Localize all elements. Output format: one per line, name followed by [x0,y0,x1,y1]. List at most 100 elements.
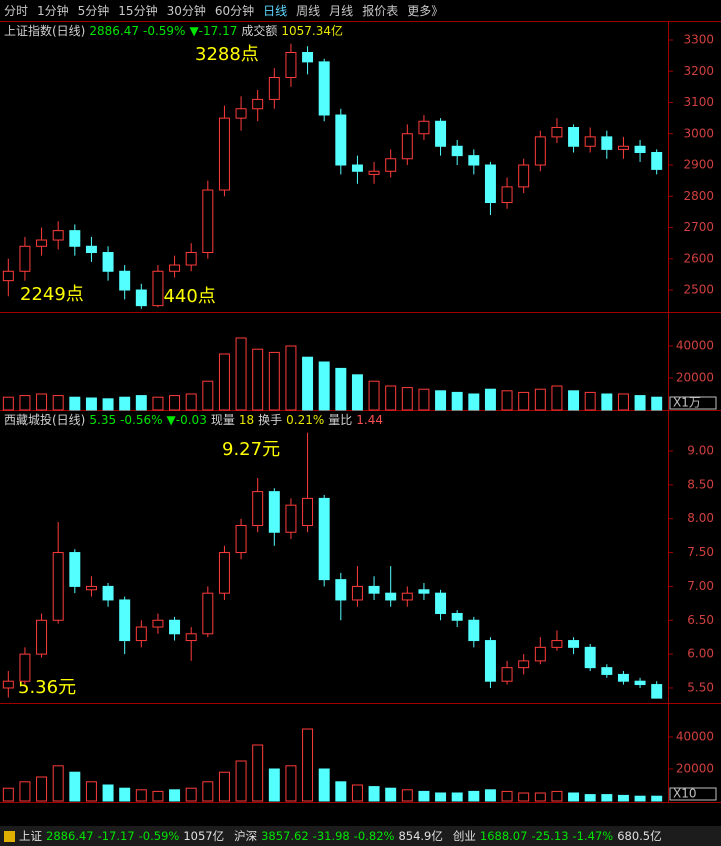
volume-bar [285,345,297,411]
candle-body [69,230,81,247]
candle-body [218,117,230,191]
candle-body [368,170,380,175]
volume-bar [302,356,314,411]
tab[interactable]: 月线 [329,3,354,18]
y-tick-label: 2800 [683,189,714,203]
header-info: -0.59% [143,24,185,38]
candle-body [368,585,380,594]
volume-bar [52,765,64,802]
header-info: 1.44 [356,413,383,427]
volume-bar [152,790,164,802]
header-title: 上证指数(日线) [4,23,85,38]
volume-bar [651,396,663,411]
volume-bar [335,781,347,802]
candle-body [36,619,48,655]
volume-bar [468,393,480,411]
annotation: 2249点 [20,284,84,305]
volume-bar [451,391,463,411]
candle-body [584,136,596,147]
candle-body [351,164,363,172]
candle-body [52,552,64,621]
volume-bar [69,771,81,802]
candle-body [2,270,14,282]
candle-body [2,680,14,689]
y-tick-label: 3100 [683,95,714,109]
annotation: 5.36元 [18,677,76,698]
unit-label: X1万 [673,396,701,410]
candle-body [152,619,164,628]
volume-bar [202,380,214,411]
tab[interactable]: 15分钟 [118,3,158,18]
volume-bar [651,795,663,802]
candle-body [85,585,97,591]
tab[interactable]: 周线 [296,3,321,18]
volume-bar [36,393,48,411]
candle-body [85,245,97,254]
volume-bar [69,396,81,411]
candle-body [152,270,164,307]
panel-header: 上证指数(日线) 2886.47 -0.59% ▼-17.17 成交额 1057.34亿 [4,23,343,38]
volume-bar [568,792,580,802]
annotation: 2440点 [152,286,216,307]
y-tick-label: 8.00 [687,511,714,525]
status-bar: 上证 2886.47 -17.17 -0.59% 1057亿 沪深 3857.62 -31.9… [0,826,721,846]
volume-bar [601,794,613,802]
volume-bar [451,792,463,802]
volume-bar [385,385,397,411]
status-item: 2886.47 [46,829,94,843]
candle-body [401,592,413,601]
candle-body [534,646,546,662]
tab[interactable]: 30分钟 [166,3,206,18]
header-info: ▼-17.17 [189,24,237,38]
tab[interactable]: 5分钟 [77,3,110,18]
volume-bar [52,395,64,411]
tab[interactable]: 1分钟 [37,3,69,18]
volume-bar [551,790,563,802]
candle-body [185,633,197,642]
y-tick-label: 8.50 [687,477,714,491]
candle-body [568,640,580,648]
annotation: 3288点 [195,44,259,65]
panel-header: 西藏城投(日线) 5.35 -0.56% ▼-0.03 现量 18 换手 0.21% 量比 1.4… [4,412,383,427]
y-tick-label: 9.00 [687,444,714,458]
candle-body [551,640,563,648]
candle-body [634,145,646,154]
volume-bar [218,353,230,411]
y-tick-label: 20000 [676,762,714,776]
y-tick-label: 2600 [683,251,714,265]
volume-bar [401,789,413,802]
candle-body [468,155,480,166]
tab[interactable]: 报价表 [362,3,399,18]
candle-body [169,619,181,635]
tab-active[interactable]: 日线 [263,3,288,18]
tab[interactable]: 分时 [4,3,29,18]
tab[interactable]: 更多》 [407,3,444,18]
volume-bar [518,391,530,411]
volume-bar [634,795,646,802]
volume-bar [2,396,14,411]
status-item: -0.59% [138,829,180,843]
candle-body [568,127,580,147]
candle-body [484,640,496,682]
candle-body [19,653,31,682]
candle-body [584,646,596,669]
volume-bar [85,397,97,411]
candle-body [102,252,114,272]
volume-bar [435,390,447,411]
annotation: 9.27元 [222,439,280,460]
candle-body [651,152,663,170]
volume-bar [19,781,31,802]
volume-bar [368,786,380,802]
volume-bar [584,794,596,802]
candle-body [302,52,314,63]
y-tick-label: 6.00 [687,647,714,661]
candle-body [335,114,347,166]
volume-bar [119,396,131,411]
header-info: 现量 [211,413,235,427]
volume-bar [568,390,580,411]
candle-body [235,108,247,119]
volume-bar [252,744,264,802]
candle-body [468,619,480,642]
tab[interactable]: 60分钟 [214,3,255,18]
candle-body [185,252,197,266]
